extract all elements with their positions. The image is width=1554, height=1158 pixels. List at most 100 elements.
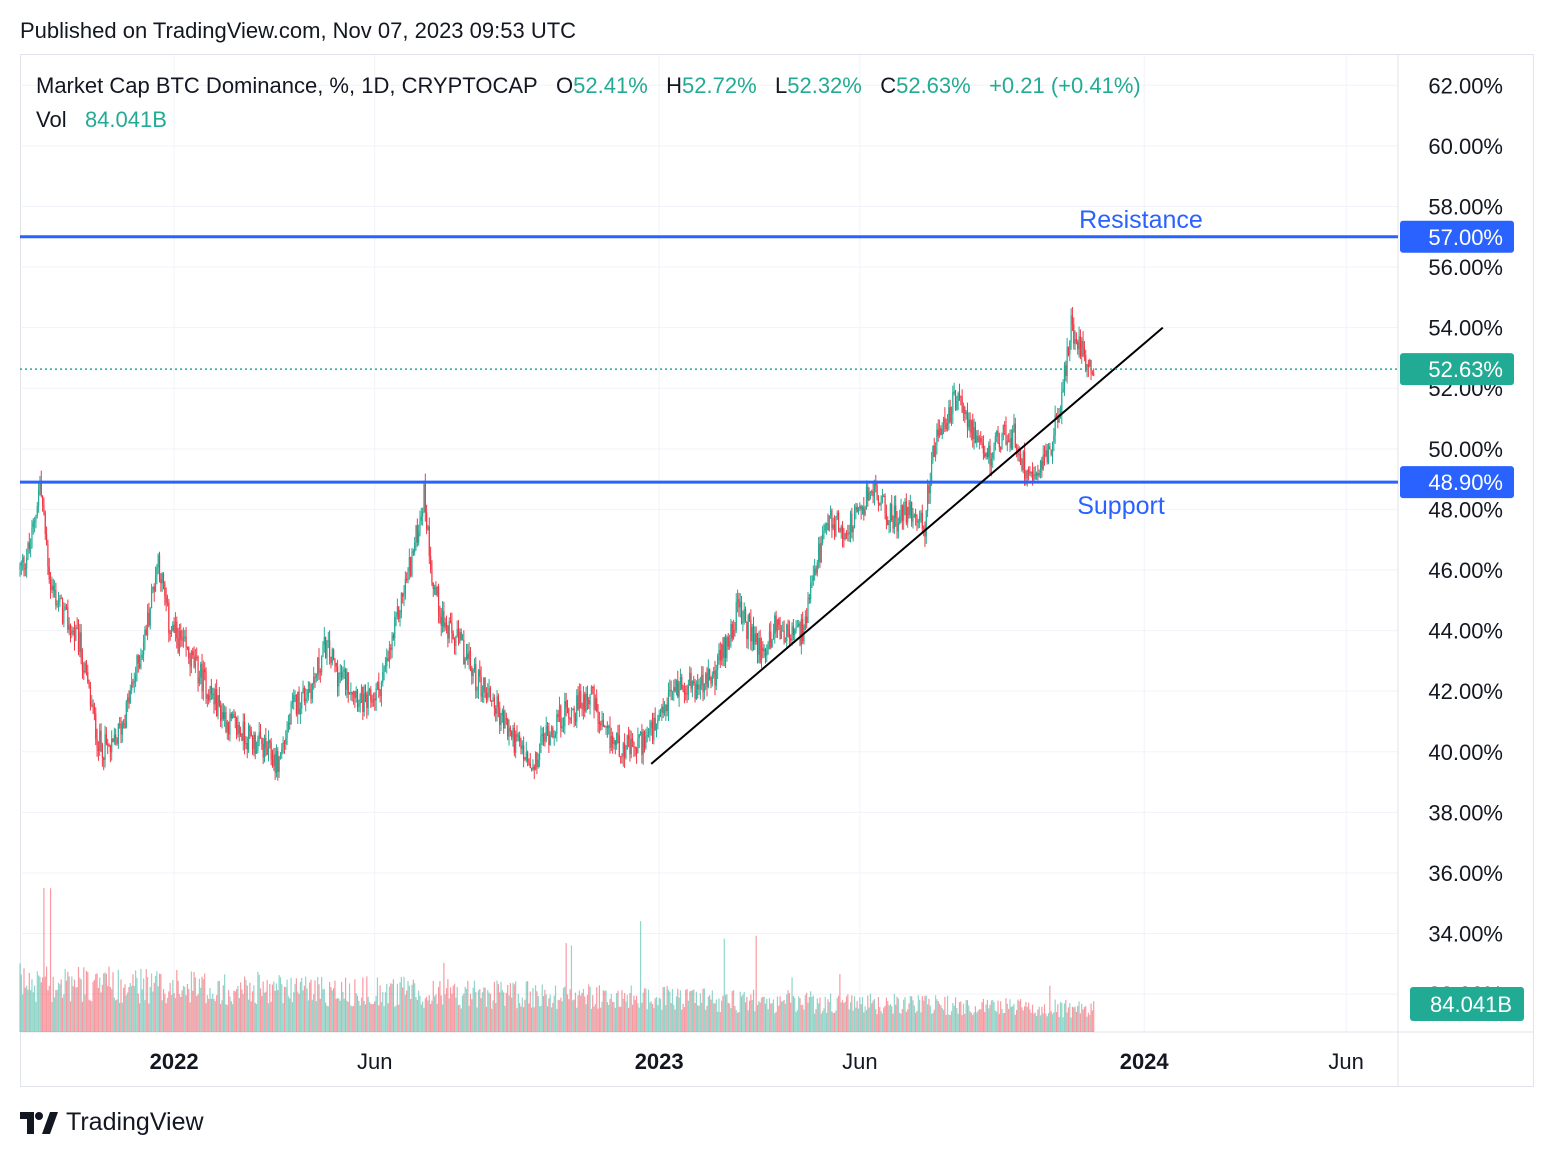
candle-body [592, 686, 594, 688]
volume-bar [496, 980, 498, 1032]
candle-body [678, 684, 680, 697]
volume-bar [985, 1004, 987, 1032]
candle-body [762, 647, 764, 652]
volume-bar [1002, 1013, 1004, 1032]
volume-bar [443, 962, 445, 1032]
volume-bar [581, 992, 583, 1032]
candle-body [792, 626, 794, 635]
candle-body [577, 695, 579, 710]
candle-body [589, 694, 591, 705]
volume-bar [701, 1002, 703, 1032]
candle-body [940, 428, 942, 436]
volume-bar [200, 987, 202, 1032]
volume-bar [673, 1004, 675, 1032]
volume-bar [237, 985, 239, 1032]
volume-bar [220, 1003, 222, 1032]
volume-bar [104, 972, 106, 1032]
candle-body [104, 734, 106, 760]
volume-bar [864, 1006, 866, 1032]
volume-bar [477, 990, 480, 1032]
candle-body [173, 624, 175, 633]
candle-body [994, 436, 996, 445]
volume-bar [509, 983, 511, 1032]
candle-body [459, 631, 461, 644]
support-caption: Support [1077, 492, 1165, 520]
y-tick-label: 58.00% [1428, 194, 1503, 219]
volume-bar [764, 1003, 767, 1032]
volume-bar [370, 1003, 372, 1032]
candle-body [826, 523, 828, 525]
volume-bar [598, 985, 600, 1032]
volume-bar [689, 991, 691, 1032]
candle-body [20, 562, 22, 566]
candle-body [120, 724, 122, 735]
candle-body [633, 741, 635, 748]
candle-body [1078, 336, 1080, 350]
tradingview-logo[interactable]: TradingView [20, 1108, 204, 1137]
volume-bar [639, 921, 642, 1032]
volume-bar [782, 1001, 784, 1032]
volume-bar [521, 997, 523, 1032]
volume-bar [917, 995, 919, 1032]
tradingview-brand: TradingView [66, 1108, 204, 1136]
candle-body [1091, 372, 1093, 374]
candle-body [580, 691, 582, 708]
candle-body [457, 628, 460, 644]
volume-bar [767, 1009, 769, 1032]
candle-body [605, 725, 607, 727]
candle-body [69, 624, 72, 635]
volume-bar [519, 1002, 521, 1032]
candle-body [501, 710, 503, 716]
candle-body [650, 721, 652, 729]
volume-bar [185, 995, 187, 1032]
volume-bar [792, 995, 794, 1032]
volume-bar [937, 1001, 939, 1032]
volume-bar [156, 971, 158, 1032]
volume-bar [855, 1007, 857, 1032]
volume-bar [204, 973, 206, 1032]
candle-body [73, 631, 76, 641]
volume-bar [819, 997, 821, 1032]
candle-body [201, 664, 203, 692]
candle-body [864, 509, 866, 515]
volume-bar [752, 989, 755, 1032]
candle-body [909, 502, 911, 516]
volume-bar [986, 999, 988, 1032]
volume-bar [916, 1010, 918, 1032]
volume-bar [1047, 1013, 1050, 1032]
volume-bar [464, 986, 466, 1032]
candle-body [897, 523, 899, 532]
candle-body [903, 505, 905, 521]
candle-body [412, 551, 414, 553]
candle-body [59, 598, 61, 603]
volume-bar [925, 995, 927, 1032]
candle-body [875, 483, 877, 486]
volume-bar [665, 1005, 667, 1032]
candle-body [791, 626, 793, 641]
volume-bar [626, 994, 628, 1032]
volume-bar [348, 983, 351, 1032]
volume-bar [372, 1003, 375, 1032]
volume-bar [732, 990, 735, 1032]
volume-bar [279, 977, 282, 1032]
candle-body [111, 738, 113, 753]
y-tick-label: 42.00% [1428, 679, 1503, 704]
candle-body [395, 615, 397, 618]
x-tick-label: 2023 [635, 1049, 684, 1074]
volume-bar [544, 989, 546, 1032]
volume-bar [380, 1002, 383, 1032]
candle-body [614, 740, 616, 745]
volume-bar [310, 979, 312, 1032]
candle-body [91, 704, 93, 706]
candle-body [278, 756, 280, 772]
candle-body [479, 670, 481, 677]
candle-body [853, 509, 856, 527]
volume-bar [488, 992, 490, 1032]
volume-bar [362, 977, 364, 1032]
volume-bar [404, 994, 406, 1032]
volume-bar [556, 1008, 558, 1032]
candle-body [318, 657, 320, 672]
volume-bar [433, 996, 436, 1032]
volume-bar [968, 1005, 970, 1032]
